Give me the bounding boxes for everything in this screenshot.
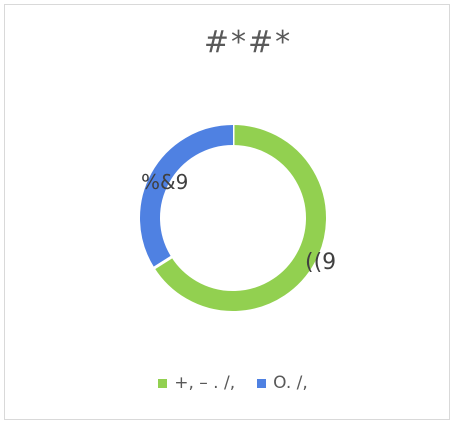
slice-separator-2 xyxy=(152,255,174,270)
chart-area: #*#* ((9 %&9 +, – . /, O. /, xyxy=(4,4,450,420)
donut-slice-1 xyxy=(154,125,326,311)
legend-swatch-1 xyxy=(158,378,168,388)
data-label-1: ((9 xyxy=(305,250,336,275)
legend-item-2: O. /, xyxy=(257,373,308,393)
legend-label-1: +, – . /, xyxy=(174,373,236,393)
legend-item-1: +, – . /, xyxy=(158,373,235,393)
legend-label-2: O. /, xyxy=(273,373,308,393)
donut-chart: ((9 %&9 xyxy=(140,124,336,311)
legend-swatch-2 xyxy=(257,378,267,388)
donut-slice-2 xyxy=(140,125,234,268)
chart-title: #*#* xyxy=(203,25,293,60)
chart-legend: +, – . /, O. /, xyxy=(5,373,449,393)
data-label-2: %&9 xyxy=(141,170,188,194)
